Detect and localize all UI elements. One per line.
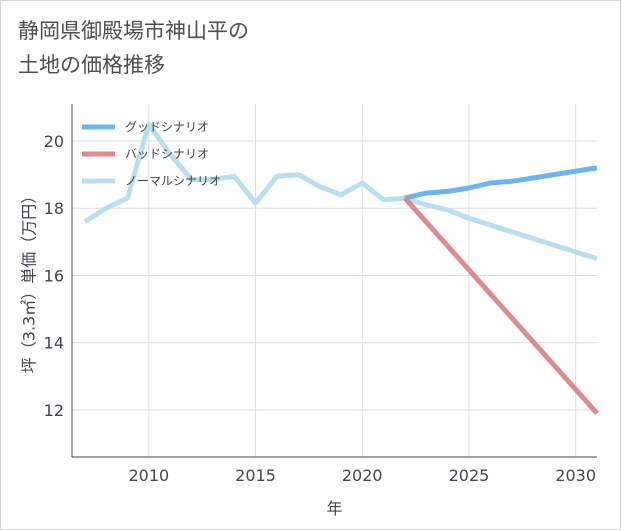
y-tick-label: 14 — [44, 334, 64, 353]
chart-title: 静岡県御殿場市神山平の 土地の価格推移 — [18, 19, 249, 77]
x-tick-label: 2025 — [449, 466, 490, 485]
series-lines — [83, 121, 599, 415]
series-line-1 — [403, 196, 599, 415]
x-tick-label: 2030 — [555, 466, 596, 485]
series-line-0 — [404, 165, 598, 201]
plot-background — [72, 104, 597, 457]
y-tick-label: 12 — [44, 401, 64, 420]
x-axis-label: 年 — [326, 499, 342, 518]
tick-labels: 2010 2015 2020 2025 2030 12 14 16 18 20 — [44, 132, 596, 485]
series-line-2 — [83, 121, 598, 261]
x-tick-label: 2015 — [235, 466, 276, 485]
legend-label-1: バッドシナリオ — [125, 147, 209, 161]
legend-label-0: グッドシナリオ — [125, 120, 209, 134]
y-tick-label: 18 — [44, 199, 64, 218]
x-tick-label: 2020 — [342, 466, 383, 485]
y-tick-label: 20 — [44, 132, 64, 151]
y-tick-label: 16 — [44, 266, 64, 285]
y-axis-label: 坪（3.3㎡）単価（万円） — [20, 188, 39, 373]
legend-label-2: ノーマルシナリオ — [125, 174, 221, 188]
x-tick-label: 2010 — [128, 466, 169, 485]
grid — [71, 104, 597, 458]
